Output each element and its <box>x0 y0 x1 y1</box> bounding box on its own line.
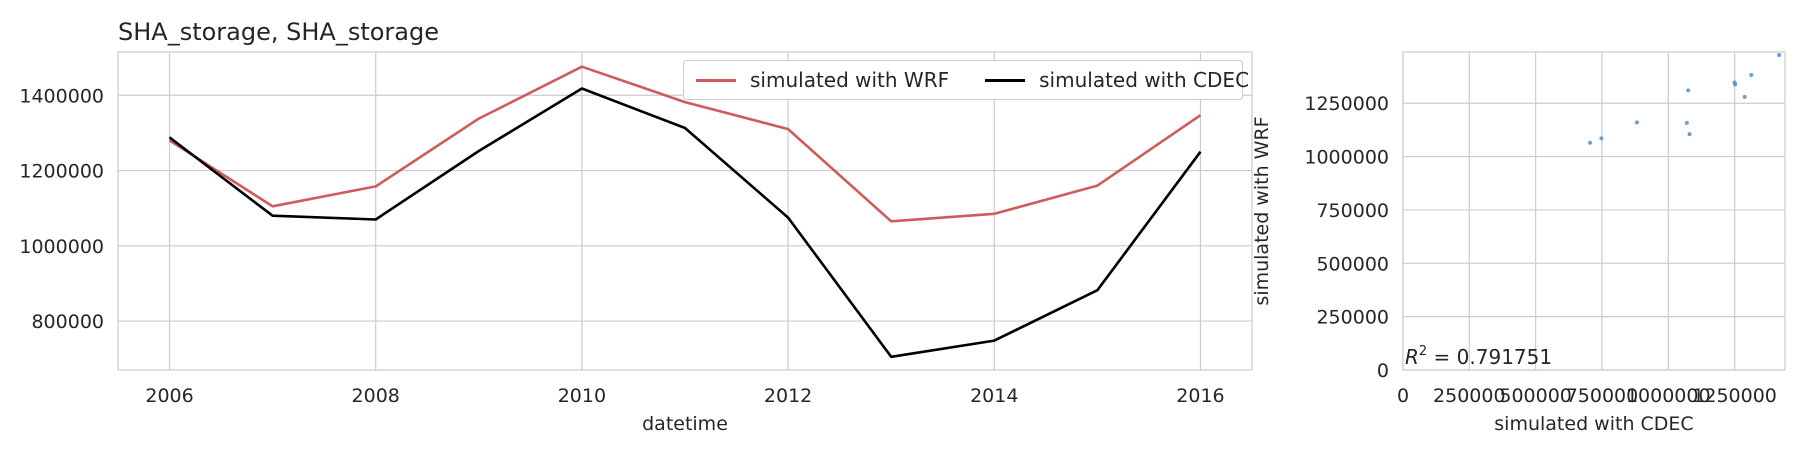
scatter-point <box>1742 94 1747 99</box>
x-tick-label: 1250000 <box>1692 385 1777 407</box>
legend-label-cdec: simulated with CDEC <box>1039 68 1250 92</box>
y-tick-label: 750000 <box>1316 200 1389 222</box>
line-chart-title: SHA_storage, SHA_storage <box>118 18 439 46</box>
legend-swatch-cdec <box>985 78 1026 82</box>
legend-item-wrf: simulated with WRF <box>696 68 949 92</box>
series-line-wrf <box>168 65 1202 223</box>
legend-label-wrf: simulated with WRF <box>750 68 950 92</box>
legend-item-cdec: simulated with CDEC <box>985 68 1249 92</box>
x-tick-label: 750000 <box>1566 385 1639 407</box>
y-tick-label: 1000000 <box>19 236 104 258</box>
r-squared-var: R <box>1405 345 1419 369</box>
y-tick-label: 800000 <box>31 311 104 333</box>
y-tick-label: 250000 <box>1316 307 1389 329</box>
x-axis-label: simulated with CDEC <box>1494 413 1693 435</box>
y-tick-label: 0 <box>1377 360 1389 382</box>
scatter-point <box>1686 88 1691 93</box>
x-tick-label: 1000000 <box>1626 385 1711 407</box>
x-tick-label: 500000 <box>1499 385 1572 407</box>
y-tick-label: 1200000 <box>19 161 104 183</box>
r-squared-exponent: 2 <box>1419 344 1427 359</box>
legend-swatch-wrf <box>696 78 736 82</box>
scatter-point <box>1687 132 1692 137</box>
scatter-point <box>1634 120 1639 125</box>
x-axis-label: datetime <box>642 413 728 435</box>
scatter-point <box>1599 136 1604 141</box>
y-tick-label: 1250000 <box>1304 93 1389 115</box>
scatter-point <box>1732 80 1737 85</box>
plot-frame <box>1402 51 1786 371</box>
x-tick-label: 2016 <box>1176 385 1224 407</box>
scatter-point <box>1684 120 1689 125</box>
x-tick-label: 2008 <box>352 385 400 407</box>
y-axis-label: simulated with WRF <box>1251 116 1273 305</box>
r-squared-annotation: R2 = 0.791751 <box>1405 344 1552 369</box>
y-tick-label: 1000000 <box>1304 147 1389 169</box>
scatter-point <box>1588 140 1593 145</box>
legend: simulated with WRF simulated with CDEC <box>683 60 1249 100</box>
series-line-cdec <box>168 87 1202 359</box>
y-tick-label: 500000 <box>1316 253 1389 275</box>
x-tick-label: 2010 <box>558 385 606 407</box>
scatter-point <box>1749 73 1754 78</box>
r-squared-value: = 0.791751 <box>1427 345 1552 369</box>
y-tick-label: 1400000 <box>19 85 104 107</box>
x-tick-label: 2014 <box>970 385 1018 407</box>
plot-frame <box>117 51 1253 371</box>
scatter-point <box>1777 52 1782 57</box>
x-tick-label: 0 <box>1397 385 1409 407</box>
x-tick-label: 2012 <box>764 385 812 407</box>
x-tick-label: 2006 <box>145 385 193 407</box>
x-tick-label: 250000 <box>1433 385 1506 407</box>
